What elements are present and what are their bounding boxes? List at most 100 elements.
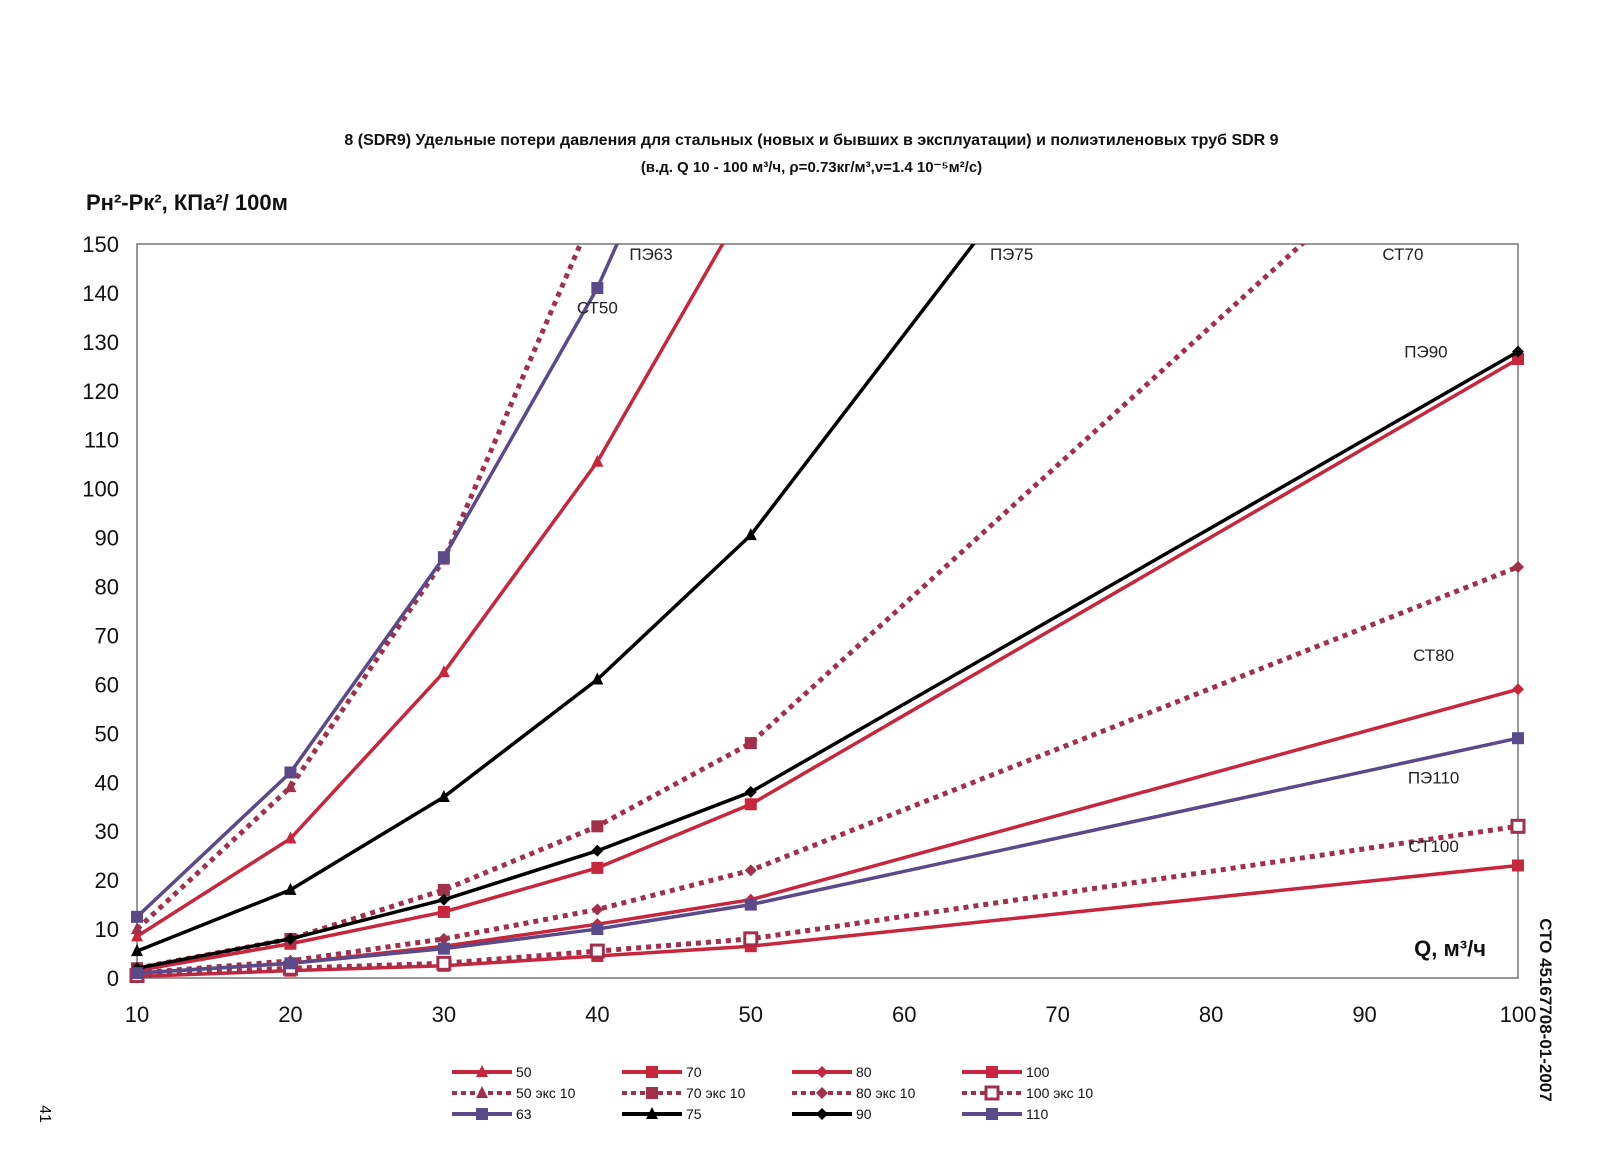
data-point	[744, 864, 757, 877]
data-point	[744, 898, 757, 911]
data-point	[591, 923, 604, 936]
series-75	[131, 244, 976, 957]
legend-marker	[984, 1085, 1000, 1101]
series-line	[136, 863, 1519, 979]
legend-item: 70 экс 10	[620, 1084, 790, 1102]
y-tick-label: 150	[82, 232, 119, 257]
series-line	[136, 564, 1519, 976]
legend-item: 90	[790, 1105, 960, 1123]
data-point	[591, 820, 604, 833]
legend-marker	[816, 1108, 828, 1120]
y-tick-label: 30	[95, 819, 119, 844]
data-point	[744, 798, 757, 811]
y-tick-label: 90	[95, 526, 119, 551]
legend-label: 110	[1026, 1106, 1049, 1122]
curve-label: ПЭ110	[1408, 768, 1460, 787]
y-tick-label: 20	[95, 868, 119, 893]
y-tick-label: 140	[82, 281, 119, 306]
series-line	[136, 357, 1519, 973]
y-tick-label: 40	[95, 770, 119, 795]
legend-swatch	[622, 1066, 682, 1078]
x-tick-label: 70	[1045, 1002, 1069, 1027]
y-tick-label: 130	[82, 330, 119, 355]
legend-item: 63	[450, 1105, 620, 1123]
legend-swatch	[622, 1107, 682, 1119]
x-tick-label: 50	[739, 1002, 763, 1027]
legend-item: 100 экс 10	[960, 1084, 1130, 1102]
legend-item: 50 экс 10	[450, 1084, 620, 1102]
curve-label: СТ100	[1408, 837, 1458, 856]
curve-label: СТ70	[1382, 245, 1423, 264]
data-point	[744, 737, 757, 750]
series-line	[136, 687, 1519, 975]
series-70-экс-10	[131, 244, 1306, 975]
data-point	[437, 789, 450, 802]
data-point	[744, 528, 757, 541]
data-point	[591, 844, 604, 857]
y-tick-label: 60	[95, 672, 119, 697]
y-tick-label: 80	[95, 575, 119, 600]
legend-marker	[476, 1065, 488, 1077]
y-tick-label: 110	[84, 428, 119, 453]
data-point	[131, 944, 143, 957]
series-80-экс-10	[131, 560, 1524, 980]
y-tick-label: 120	[82, 379, 119, 404]
legend-label: 70 экс 10	[686, 1085, 746, 1101]
data-point	[1512, 560, 1524, 573]
series-line	[136, 736, 1519, 975]
plot-frame	[136, 243, 1519, 979]
data-point	[1512, 345, 1524, 358]
data-point	[744, 786, 757, 799]
legend-swatch	[452, 1065, 512, 1077]
data-point	[437, 932, 450, 945]
data-point	[436, 955, 452, 971]
chart-title: 8 (SDR9) Удельные потери давления для ст…	[344, 132, 1279, 149]
legend-item: 70	[620, 1063, 790, 1081]
data-point	[1510, 818, 1526, 834]
curve-label: ПЭ63	[629, 245, 672, 264]
data-point	[437, 551, 450, 564]
legend-swatch	[792, 1066, 852, 1078]
legend-swatch	[962, 1085, 1022, 1101]
legend-swatch	[792, 1087, 852, 1099]
legend-marker	[816, 1066, 828, 1078]
y-tick-label: 0	[107, 966, 119, 991]
series-line	[136, 350, 1519, 970]
data-point	[437, 893, 450, 906]
series-110	[131, 732, 1524, 980]
legend-swatch	[622, 1087, 682, 1099]
data-point	[591, 282, 604, 295]
legend-item: 80	[790, 1063, 960, 1081]
data-point	[131, 922, 143, 935]
legend-label: 100	[1026, 1064, 1050, 1080]
series-line	[136, 244, 725, 938]
x-tick-label: 40	[585, 1002, 609, 1027]
legend-label: 63	[516, 1106, 532, 1122]
legend-label: 50	[516, 1064, 532, 1080]
legend-swatch	[962, 1108, 1022, 1120]
data-point	[131, 967, 143, 980]
legend-item: 50	[450, 1063, 620, 1081]
series-line	[135, 244, 619, 919]
legend-item: 100	[960, 1063, 1130, 1081]
curve-label: ПЭ75	[990, 245, 1033, 264]
y-tick-label: 10	[95, 917, 119, 942]
curve-label: СТ50	[577, 299, 618, 318]
series-line	[136, 244, 1306, 971]
data-point	[284, 780, 297, 793]
document-code: СТО 45167708-01-2007	[1536, 918, 1555, 1102]
data-point	[284, 932, 297, 945]
data-point	[131, 929, 143, 942]
data-point	[1512, 683, 1524, 696]
y-tick-label: 50	[95, 721, 119, 746]
x-tick-label: 90	[1352, 1002, 1376, 1027]
series-line	[136, 244, 976, 953]
y-tick-label: 70	[95, 623, 119, 648]
legend-marker	[646, 1087, 658, 1099]
x-tick-label: 20	[278, 1002, 302, 1027]
data-point	[591, 861, 604, 874]
data-point	[437, 883, 450, 896]
legend-item: 110	[960, 1105, 1130, 1123]
x-axis-label: Q, м³/ч	[1414, 936, 1486, 961]
